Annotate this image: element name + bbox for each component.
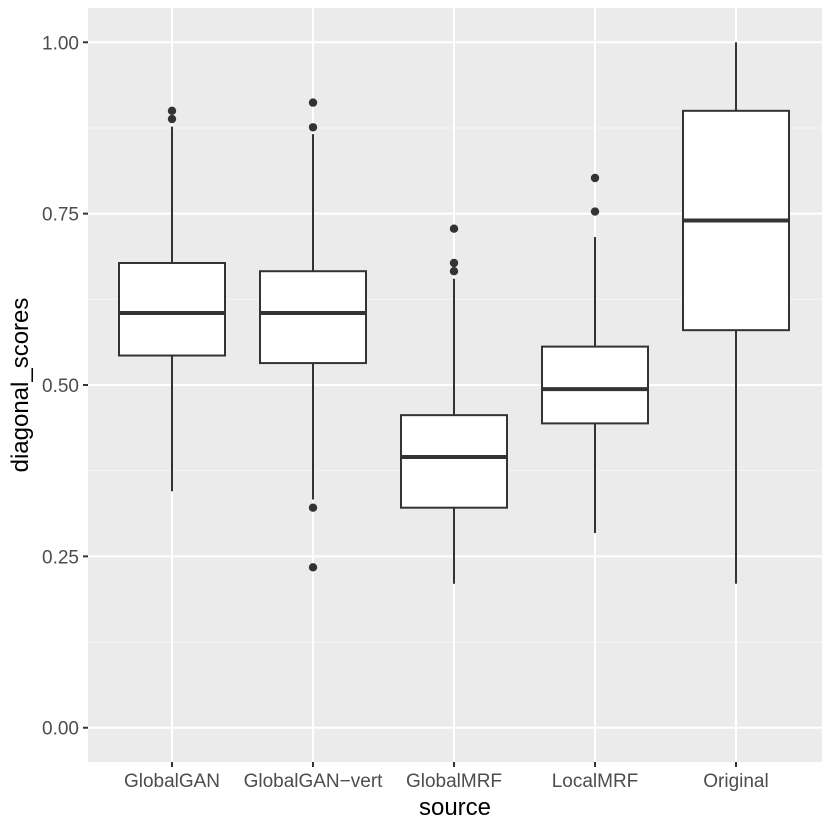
boxes-layer: [118, 42, 790, 584]
outlier-point: [308, 503, 318, 512]
x-axis-title: source: [419, 794, 491, 821]
outlier-point: [449, 258, 459, 268]
iqr-box: [541, 345, 649, 425]
box-globalmrf: [400, 224, 508, 584]
box-localmrf: [541, 173, 649, 534]
x-tick-label: LocalMRF: [552, 771, 639, 792]
outlier-point: [167, 114, 177, 124]
x-tick-label: GlobalGAN: [124, 771, 220, 792]
outlier-point: [590, 173, 600, 183]
box-original: [682, 42, 790, 584]
y-axis: 0.00 0.25 0.50 0.75 1.00: [42, 33, 88, 740]
x-tick-label: Original: [703, 771, 768, 792]
outlier-point: [590, 207, 600, 216]
iqr-box: [259, 270, 367, 365]
y-tick-label: 0.50: [42, 376, 79, 397]
y-tick-label: 1.00: [42, 33, 79, 54]
x-axis: GlobalGAN GlobalGAN−vert GlobalMRF LocalMRF…: [124, 762, 769, 792]
box-globalgan-vert: [259, 98, 367, 572]
outlier-point: [308, 98, 318, 107]
box-globalgan: [118, 106, 226, 492]
outlier-point: [167, 106, 177, 116]
outlier-point: [308, 123, 318, 132]
outlier-point: [308, 563, 318, 572]
iqr-box: [400, 414, 508, 509]
outlier-point: [449, 267, 459, 276]
x-tick-label: GlobalMRF: [406, 771, 502, 792]
x-tick-label: GlobalGAN−vert: [244, 771, 384, 792]
y-tick-label: 0.25: [42, 547, 79, 568]
y-tick-label: 0.00: [42, 719, 79, 740]
iqr-box: [118, 261, 226, 357]
outlier-point: [449, 224, 459, 233]
y-axis-title: diagonal_scores: [7, 298, 34, 473]
y-tick-label: 0.75: [42, 205, 79, 226]
